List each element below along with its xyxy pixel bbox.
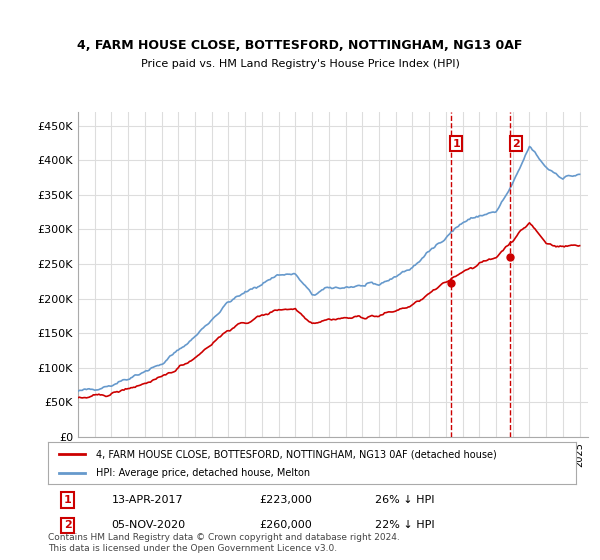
- Text: HPI: Average price, detached house, Melton: HPI: Average price, detached house, Melt…: [95, 468, 310, 478]
- Text: 13-APR-2017: 13-APR-2017: [112, 495, 183, 505]
- Text: 2: 2: [64, 520, 71, 530]
- Text: 2: 2: [512, 138, 520, 148]
- Text: Price paid vs. HM Land Registry's House Price Index (HPI): Price paid vs. HM Land Registry's House …: [140, 59, 460, 69]
- Text: Contains HM Land Registry data © Crown copyright and database right 2024.
This d: Contains HM Land Registry data © Crown c…: [48, 533, 400, 553]
- Text: 26% ↓ HPI: 26% ↓ HPI: [376, 495, 435, 505]
- Text: 4, FARM HOUSE CLOSE, BOTTESFORD, NOTTINGHAM, NG13 0AF (detached house): 4, FARM HOUSE CLOSE, BOTTESFORD, NOTTING…: [95, 449, 496, 459]
- Text: 05-NOV-2020: 05-NOV-2020: [112, 520, 185, 530]
- Text: £260,000: £260,000: [259, 520, 312, 530]
- Text: 1: 1: [452, 138, 460, 148]
- Text: 1: 1: [64, 495, 71, 505]
- Text: £223,000: £223,000: [259, 495, 312, 505]
- Text: 4, FARM HOUSE CLOSE, BOTTESFORD, NOTTINGHAM, NG13 0AF: 4, FARM HOUSE CLOSE, BOTTESFORD, NOTTING…: [77, 39, 523, 52]
- Text: 22% ↓ HPI: 22% ↓ HPI: [376, 520, 435, 530]
